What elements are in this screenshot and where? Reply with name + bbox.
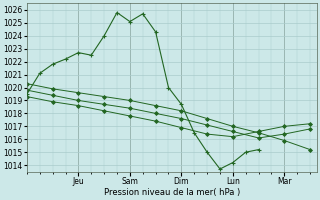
X-axis label: Pression niveau de la mer( hPa ): Pression niveau de la mer( hPa ) [104,188,240,197]
